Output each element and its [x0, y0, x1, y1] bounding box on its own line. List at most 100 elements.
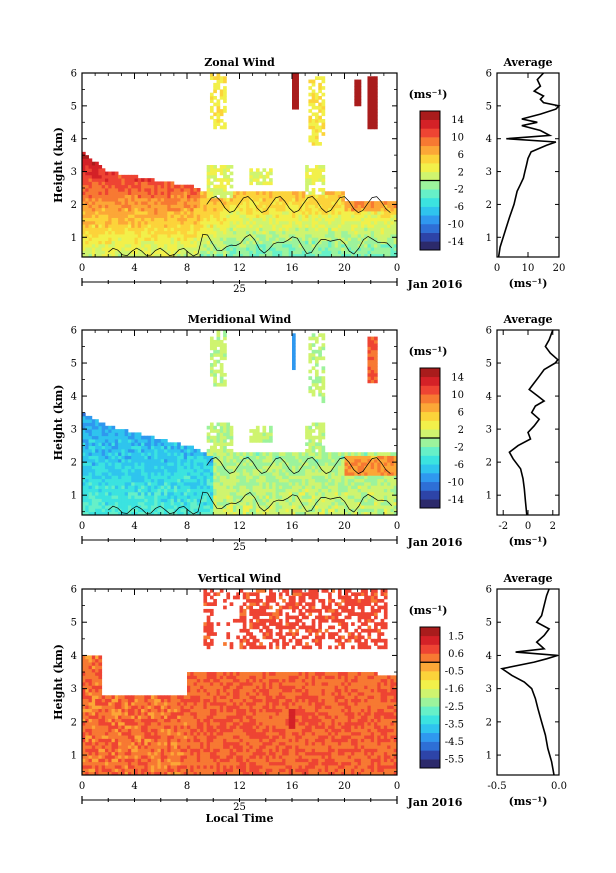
heatmap-cell: [118, 495, 122, 499]
heatmap-cell: [295, 92, 299, 97]
heatmap-cell: [180, 237, 185, 241]
heatmap-cell: [321, 465, 326, 470]
heatmap-cell: [242, 462, 247, 466]
heatmap-cell: [137, 485, 142, 489]
heatmap-cell: [141, 227, 145, 232]
heatmap-cell: [337, 214, 342, 218]
heatmap-cell: [127, 250, 132, 255]
heatmap-cell: [367, 86, 372, 90]
heatmap-cell: [308, 488, 313, 493]
heatmap-cell: [282, 197, 286, 202]
heatmap-cell: [314, 211, 319, 215]
heatmap-cell: [147, 214, 152, 218]
heatmap-cell: [337, 243, 342, 248]
heatmap-cell: [190, 488, 194, 493]
heatmap-cell: [249, 207, 254, 212]
heatmap-cell: [131, 204, 135, 209]
heatmap-cell: [154, 491, 158, 496]
heatmap-cell: [203, 224, 208, 228]
heatmap-cell: [108, 455, 112, 460]
heatmap-cell: [157, 501, 162, 506]
heatmap-cell: [127, 247, 132, 251]
heatmap-cell: [95, 204, 99, 209]
heatmap-cell: [308, 452, 313, 456]
heatmap-cell: [298, 253, 303, 258]
heatmap-cell: [314, 442, 319, 447]
heatmap-cell: [331, 481, 336, 486]
heatmap-cell: [167, 442, 171, 447]
heatmap-cell: [246, 508, 250, 513]
heatmap-cell: [127, 240, 132, 245]
heatmap-cell: [314, 359, 319, 364]
heatmap-cell: [164, 240, 168, 245]
heatmap-cell: [232, 465, 237, 470]
heatmap-cell: [193, 495, 198, 499]
heatmap-cell: [98, 462, 103, 466]
colorbar-swatch: [420, 197, 440, 207]
heatmap-cell: [91, 435, 96, 440]
heatmap-cell: [232, 191, 237, 195]
heatmap-cell: [206, 211, 211, 215]
heatmap-cell: [232, 478, 237, 483]
heatmap-cell: [367, 353, 372, 357]
heatmap-cell: [364, 224, 368, 228]
heatmap-cell: [154, 250, 158, 255]
heatmap-cell: [206, 472, 211, 476]
heatmap-cell: [124, 227, 129, 232]
heatmap-cell: [344, 217, 349, 222]
heatmap-cell: [265, 439, 270, 443]
heatmap-cell: [387, 455, 391, 460]
heatmap-cell: [111, 455, 116, 460]
heatmap-cell: [124, 432, 129, 437]
heatmap-cell: [341, 481, 345, 486]
heatmap-cell: [255, 432, 260, 437]
heatmap-cell: [91, 227, 96, 232]
heatmap-cell: [249, 429, 254, 433]
heatmap-cell: [88, 165, 93, 169]
heatmap-cell: [324, 237, 329, 241]
heatmap-cell: [249, 481, 254, 486]
heatmap-cell: [180, 220, 185, 225]
heatmap-cell: [242, 485, 247, 489]
heatmap-cell: [82, 201, 86, 205]
heatmap-cell: [269, 197, 273, 202]
heatmap-cell: [226, 220, 231, 225]
heatmap-cell: [255, 472, 260, 476]
heatmap-cell: [98, 425, 103, 430]
heatmap-cell: [331, 452, 336, 456]
heatmap-cell: [255, 508, 260, 513]
heatmap-cell: [288, 491, 293, 496]
heatmap-cell: [229, 217, 234, 222]
heatmap-cell: [183, 184, 188, 189]
heatmap-cell: [160, 508, 165, 513]
heatmap-cell: [95, 452, 99, 456]
heatmap-cell: [108, 511, 112, 516]
heatmap-cell: [295, 462, 299, 466]
heatmap-cell: [344, 243, 349, 248]
heatmap-cell: [387, 224, 391, 228]
heatmap-cell: [193, 250, 198, 255]
heatmap-cell: [242, 501, 247, 506]
heatmap-cell: [219, 112, 224, 117]
heatmap-cell: [351, 201, 355, 205]
heatmap-cell: [236, 204, 240, 209]
heatmap-cell: [196, 511, 201, 516]
heatmap-cell: [164, 184, 168, 189]
heatmap-cell: [88, 207, 93, 212]
heatmap-cell: [147, 439, 152, 443]
heatmap-cell: [154, 462, 158, 466]
heatmap-cell: [219, 481, 224, 486]
heatmap-cell: [236, 243, 240, 248]
heatmap-cell: [239, 465, 244, 470]
heatmap-cell: [91, 452, 96, 456]
heatmap-cell: [275, 243, 280, 248]
heatmap-cell: [393, 204, 398, 209]
heatmap-cell: [134, 247, 139, 251]
heatmap-cell: [121, 511, 126, 516]
heatmap-cell: [318, 491, 322, 496]
heatmap-cell: [167, 452, 171, 456]
colorbar-swatch: [420, 206, 440, 216]
heatmap-cell: [91, 243, 96, 248]
x-tick-label: 20: [338, 263, 351, 274]
heatmap-cell: [88, 439, 93, 443]
